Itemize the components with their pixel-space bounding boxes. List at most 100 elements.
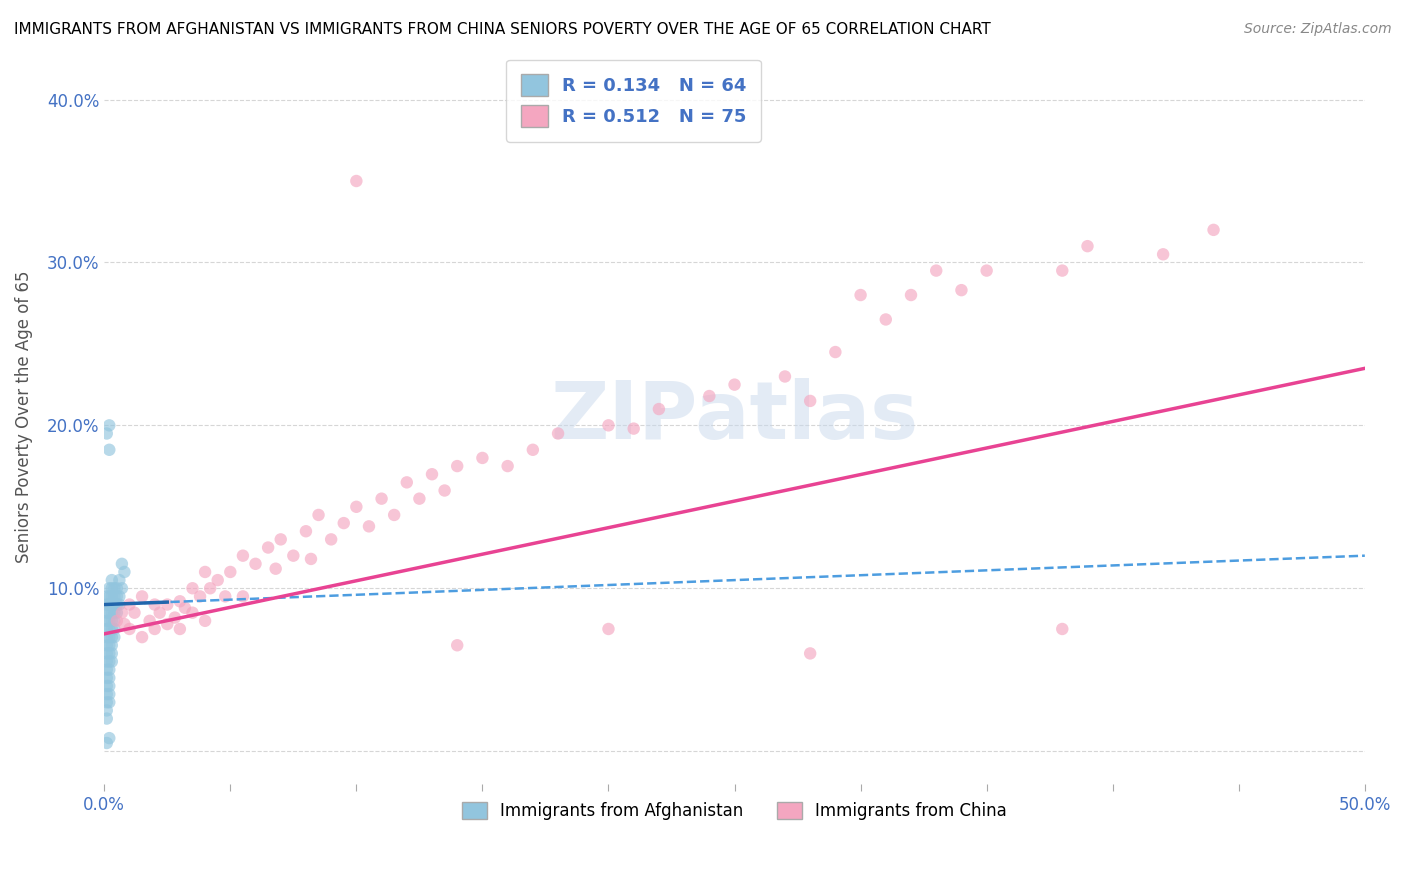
Point xyxy=(194,565,217,579)
Point xyxy=(112,565,135,579)
Point xyxy=(108,590,131,604)
Point xyxy=(105,590,128,604)
Point xyxy=(169,594,191,608)
Text: IMMIGRANTS FROM AFGHANISTAN VS IMMIGRANTS FROM CHINA SENIORS POVERTY OVER THE AG: IMMIGRANTS FROM AFGHANISTAN VS IMMIGRANT… xyxy=(14,22,991,37)
Point xyxy=(103,630,125,644)
Point xyxy=(103,614,125,628)
Point xyxy=(143,622,166,636)
Point xyxy=(321,533,343,547)
Point xyxy=(96,426,118,441)
Point xyxy=(98,622,121,636)
Point xyxy=(976,263,998,277)
Point xyxy=(96,736,118,750)
Point xyxy=(270,533,292,547)
Point xyxy=(101,606,124,620)
Point xyxy=(156,617,179,632)
Point xyxy=(108,573,131,587)
Point xyxy=(108,598,131,612)
Point xyxy=(124,606,146,620)
Point xyxy=(433,483,456,498)
Point xyxy=(207,573,229,587)
Point xyxy=(118,622,141,636)
Point xyxy=(1052,622,1074,636)
Point xyxy=(382,508,405,522)
Point xyxy=(105,598,128,612)
Point xyxy=(344,174,367,188)
Point xyxy=(98,663,121,677)
Point xyxy=(219,565,242,579)
Point xyxy=(98,598,121,612)
Point xyxy=(232,590,254,604)
Point xyxy=(103,622,125,636)
Point xyxy=(103,590,125,604)
Point xyxy=(103,581,125,595)
Point xyxy=(547,426,569,441)
Point xyxy=(214,590,236,604)
Point xyxy=(299,552,322,566)
Point xyxy=(98,581,121,595)
Point xyxy=(849,288,872,302)
Point xyxy=(156,598,179,612)
Point xyxy=(799,647,821,661)
Point xyxy=(98,418,121,433)
Point xyxy=(174,600,197,615)
Point xyxy=(181,581,204,595)
Point xyxy=(1076,239,1098,253)
Point xyxy=(96,630,118,644)
Point xyxy=(138,614,160,628)
Point xyxy=(112,617,135,632)
Point xyxy=(598,622,620,636)
Point xyxy=(1152,247,1174,261)
Point xyxy=(697,389,720,403)
Point xyxy=(118,598,141,612)
Point xyxy=(101,638,124,652)
Point xyxy=(98,687,121,701)
Point xyxy=(169,622,191,636)
Point xyxy=(194,614,217,628)
Point xyxy=(103,598,125,612)
Point xyxy=(799,393,821,408)
Text: ZIPatlas: ZIPatlas xyxy=(550,378,918,456)
Point xyxy=(96,671,118,685)
Point xyxy=(103,606,125,620)
Point xyxy=(98,655,121,669)
Point xyxy=(98,630,121,644)
Point xyxy=(648,402,671,417)
Point xyxy=(395,475,418,490)
Y-axis label: Seniors Poverty Over the Age of 65: Seniors Poverty Over the Age of 65 xyxy=(15,271,32,564)
Point xyxy=(131,590,153,604)
Point xyxy=(105,614,128,628)
Point xyxy=(357,519,380,533)
Point xyxy=(96,606,118,620)
Point xyxy=(308,508,330,522)
Point xyxy=(188,590,211,604)
Point xyxy=(96,695,118,709)
Point xyxy=(101,573,124,587)
Point xyxy=(344,500,367,514)
Point xyxy=(96,679,118,693)
Point xyxy=(446,459,468,474)
Point xyxy=(111,606,134,620)
Point xyxy=(824,345,846,359)
Point xyxy=(623,422,645,436)
Point xyxy=(257,541,280,555)
Point xyxy=(163,610,186,624)
Point xyxy=(522,442,544,457)
Point xyxy=(96,614,118,628)
Point xyxy=(98,606,121,620)
Point xyxy=(98,679,121,693)
Point xyxy=(925,263,948,277)
Point xyxy=(96,598,118,612)
Point xyxy=(96,703,118,717)
Point xyxy=(101,655,124,669)
Point xyxy=(111,557,134,571)
Point xyxy=(950,283,973,297)
Point xyxy=(105,606,128,620)
Point xyxy=(101,598,124,612)
Point xyxy=(370,491,392,506)
Point xyxy=(446,638,468,652)
Point xyxy=(96,663,118,677)
Text: Source: ZipAtlas.com: Source: ZipAtlas.com xyxy=(1244,22,1392,37)
Point xyxy=(143,598,166,612)
Point xyxy=(98,442,121,457)
